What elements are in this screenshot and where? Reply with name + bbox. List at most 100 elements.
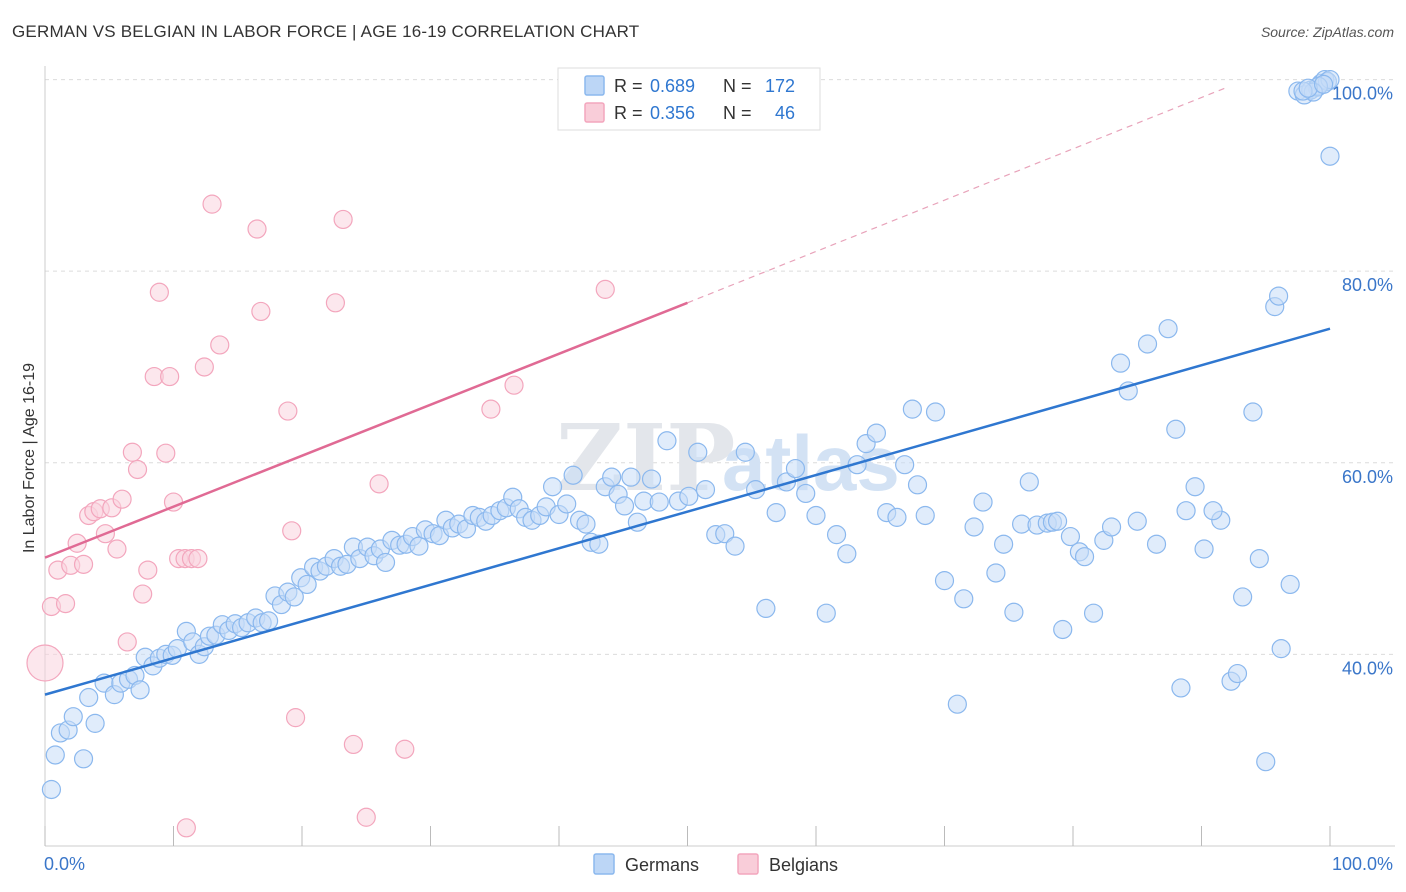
y-tick-label: 80.0% bbox=[1342, 275, 1393, 295]
german-point bbox=[796, 483, 816, 504]
german-point bbox=[688, 442, 708, 462]
german-point bbox=[1166, 419, 1186, 439]
legend-r-label-belgians: R = bbox=[614, 103, 643, 123]
series-legend: Germans Belgians bbox=[593, 853, 838, 875]
german-point bbox=[756, 598, 776, 619]
belgian-point bbox=[343, 734, 363, 755]
german-point bbox=[641, 469, 662, 489]
german-point bbox=[1074, 547, 1095, 567]
legend-r-value-germans: 0.689 bbox=[650, 76, 695, 96]
legend-swatch-belgians bbox=[584, 102, 605, 123]
belgian-point bbox=[282, 521, 302, 541]
german-point bbox=[297, 574, 317, 595]
german-point bbox=[41, 779, 62, 800]
belgian-point bbox=[325, 293, 346, 313]
german-point bbox=[887, 507, 907, 527]
belgian-point bbox=[55, 594, 76, 614]
german-point bbox=[1243, 402, 1263, 422]
german-point bbox=[785, 458, 806, 479]
belgian-point bbox=[188, 548, 208, 569]
german-point bbox=[557, 494, 577, 514]
german-point bbox=[1256, 752, 1276, 772]
belgian-point bbox=[194, 357, 214, 377]
bottom-legend-swatch-belgians bbox=[737, 853, 759, 875]
german-point bbox=[994, 534, 1014, 554]
german-trend-line bbox=[44, 327, 1331, 696]
german-point bbox=[375, 552, 396, 573]
german-point bbox=[1053, 619, 1073, 640]
belgian-point bbox=[595, 279, 615, 299]
belgian-point bbox=[278, 401, 298, 421]
y-tick-label: 100.0% bbox=[1332, 84, 1393, 104]
belgian-point bbox=[202, 194, 222, 214]
belgian-point bbox=[285, 708, 306, 728]
german-point bbox=[563, 465, 583, 485]
german-point bbox=[954, 589, 974, 609]
german-point bbox=[657, 431, 677, 451]
y-tick-label: 40.0% bbox=[1342, 658, 1393, 678]
german-point bbox=[1271, 639, 1291, 659]
belgian-point bbox=[395, 739, 415, 759]
belgian-point bbox=[176, 818, 196, 838]
german-point bbox=[614, 496, 635, 516]
belgian-point bbox=[251, 301, 271, 322]
german-point bbox=[1280, 574, 1300, 595]
belgian-point bbox=[369, 474, 389, 494]
belgian-point bbox=[149, 282, 169, 302]
legend-n-label-germans: N = bbox=[723, 76, 752, 96]
axes bbox=[44, 66, 1395, 847]
german-point bbox=[284, 587, 304, 607]
german-point bbox=[715, 524, 735, 544]
german-point bbox=[1137, 334, 1158, 354]
belgian-trend-extension bbox=[687, 86, 1228, 304]
german-point bbox=[1249, 548, 1269, 569]
german-point bbox=[1146, 534, 1167, 554]
german-point bbox=[1171, 678, 1191, 698]
bottom-legend-swatch-germans bbox=[593, 853, 615, 875]
belgian-point bbox=[247, 219, 267, 239]
german-point bbox=[79, 687, 99, 708]
belgian-point bbox=[333, 209, 353, 230]
german-point bbox=[85, 713, 105, 733]
german-point bbox=[915, 505, 935, 526]
german-point bbox=[1110, 353, 1131, 373]
german-point bbox=[589, 534, 609, 554]
german-point bbox=[816, 603, 836, 623]
german-point bbox=[866, 423, 886, 443]
belgian-point bbox=[26, 644, 64, 682]
y-tick-label: 60.0% bbox=[1342, 467, 1393, 487]
german-point bbox=[934, 571, 955, 591]
german-point bbox=[837, 544, 857, 564]
belgian-point bbox=[481, 399, 501, 419]
german-point bbox=[826, 525, 847, 545]
german-point bbox=[1233, 587, 1253, 607]
german-point bbox=[766, 503, 786, 523]
tick-labels: 40.0% 60.0% 80.0% 100.0% 0.0% 100.0% bbox=[44, 84, 1393, 874]
german-point bbox=[1176, 501, 1196, 521]
y-axis-label: In Labor Force | Age 16-19 bbox=[21, 363, 38, 553]
german-point bbox=[1320, 146, 1340, 166]
legend-r-value-belgians: 0.356 bbox=[650, 103, 695, 123]
belgian-point bbox=[210, 335, 230, 355]
german-point bbox=[1127, 511, 1147, 531]
german-point bbox=[1158, 319, 1178, 339]
chart-title: GERMAN VS BELGIAN IN LABOR FORCE | AGE 1… bbox=[12, 22, 640, 41]
german-point bbox=[1083, 603, 1104, 623]
german-point bbox=[63, 707, 83, 727]
german-point bbox=[1313, 74, 1334, 94]
legend-swatch-germans bbox=[584, 75, 605, 96]
legend-n-label-belgians: N = bbox=[723, 103, 752, 123]
bottom-legend-label-belgians: Belgians bbox=[769, 855, 838, 875]
german-point bbox=[1227, 663, 1248, 684]
belgian-point bbox=[112, 489, 132, 509]
german-point bbox=[907, 475, 928, 495]
german-point bbox=[409, 536, 429, 556]
german-point bbox=[947, 694, 967, 714]
x-tick-label-max: 100.0% bbox=[1332, 854, 1393, 874]
correlation-legend: R = 0.689 N = 172 R = 0.356 N = 46 bbox=[557, 67, 821, 131]
german-point bbox=[1004, 602, 1024, 622]
german-point bbox=[725, 536, 745, 556]
legend-n-value-germans: 172 bbox=[765, 76, 795, 96]
german-point bbox=[1101, 517, 1122, 537]
